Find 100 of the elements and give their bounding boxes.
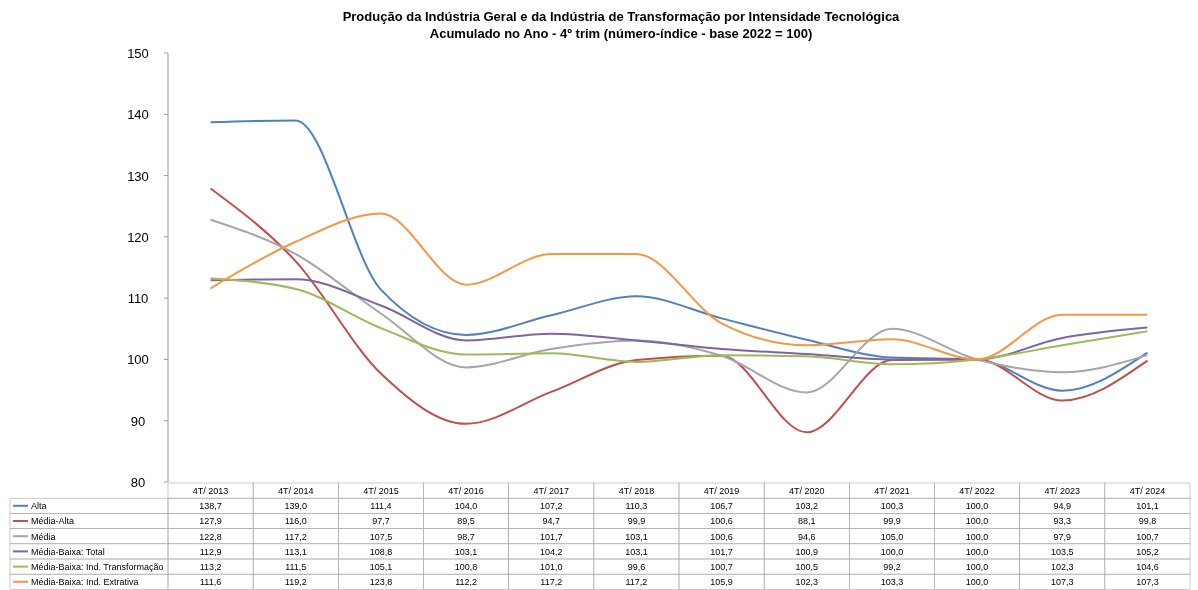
legend-label: Média-Baixa: Ind. Extrativa [31, 577, 139, 588]
data-label: 112,2 [455, 577, 478, 588]
legend-label: Média-Baixa: Total [31, 546, 105, 557]
data-label: 107,3 [1136, 577, 1159, 588]
legend-label: Média-Alta [31, 516, 75, 527]
data-label: 99,8 [1138, 516, 1157, 527]
y-tick-label: 90 [130, 413, 146, 429]
x-tick-label: 4T/ 2015 [363, 486, 399, 496]
data-label: 101,1 [1136, 501, 1159, 512]
data-label: 97,9 [1053, 531, 1072, 542]
data-label: 103,1 [625, 531, 648, 542]
data-label: 119,2 [284, 577, 307, 588]
legend-label: Média-Baixa: Ind. Transformação [31, 562, 164, 572]
data-label: 101,0 [539, 562, 563, 572]
data-label: 102,3 [795, 577, 819, 588]
data-label: 98,7 [457, 531, 475, 542]
data-label: 94,7 [542, 516, 561, 527]
y-tick-label: 80 [130, 475, 146, 490]
legend-label: Média [31, 531, 56, 542]
data-label: 100,7 [1136, 531, 1159, 542]
data-label: 100,0 [965, 577, 989, 588]
data-label: 117,2 [625, 577, 648, 588]
data-label: 104,0 [454, 501, 478, 512]
data-label: 111,4 [370, 501, 392, 512]
data-label: 117,2 [540, 577, 563, 588]
data-label: 110,3 [625, 501, 648, 512]
data-label: 122,8 [199, 531, 222, 542]
data-label: 101,7 [710, 546, 733, 557]
legend-label: Alta [31, 501, 47, 512]
data-label: 100,0 [965, 501, 989, 512]
data-label: 100,0 [965, 562, 989, 572]
data-label: 99,6 [627, 562, 646, 572]
data-label: 94,6 [797, 531, 816, 542]
line-series [209, 187, 1149, 434]
data-label: 107,3 [1050, 577, 1074, 588]
x-tick-label: 4T/ 2022 [959, 486, 995, 496]
chart-title: Produção da Indústria Geral e da Indústria de Transformação por Intensidade Tecnológica [342, 9, 901, 24]
data-label: 105,9 [710, 577, 733, 588]
data-label: 99,9 [627, 516, 646, 527]
x-tick-label: 4T/ 2017 [533, 486, 570, 496]
data-label: 100,0 [880, 546, 904, 557]
data-label: 108,8 [369, 546, 393, 557]
data-label: 100,7 [710, 562, 733, 572]
x-tick-label: 4T/ 2018 [618, 486, 655, 496]
y-tick-label: 140 [127, 107, 149, 123]
data-label: 88,1 [797, 516, 816, 527]
y-tick-label: 100 [127, 352, 149, 368]
data-label: 97,7 [372, 516, 390, 527]
data-label: 100,3 [880, 501, 904, 512]
data-label: 107,2 [539, 501, 563, 512]
data-label: 102,3 [1050, 562, 1074, 572]
data-label: 100,0 [965, 516, 989, 527]
data-label: 106,7 [710, 501, 733, 512]
data-label: 100,9 [795, 546, 819, 557]
data-label: 113,2 [199, 562, 222, 572]
data-label: 104,6 [1136, 562, 1159, 572]
data-label: 111,6 [199, 577, 222, 588]
x-tick-label: 4T/ 2020 [788, 486, 825, 496]
data-label: 139,0 [284, 501, 308, 512]
data-label: 103,1 [625, 546, 648, 557]
data-label: 100,6 [710, 516, 733, 527]
data-label: 100,8 [454, 562, 478, 572]
data-label: 94,9 [1053, 501, 1072, 512]
y-tick-label: 120 [127, 229, 149, 245]
data-label: 105,2 [1136, 546, 1159, 557]
data-label: 104,2 [539, 546, 563, 557]
data-label: 99,2 [883, 562, 901, 572]
line-series [209, 218, 1149, 394]
data-label: 107,5 [369, 531, 393, 542]
x-tick-label: 4T/ 2024 [1129, 486, 1166, 496]
data-label: 116,0 [284, 516, 307, 527]
y-tick-label: 130 [127, 168, 149, 184]
x-tick-label: 4T/ 2023 [1044, 486, 1081, 496]
x-tick-label: 4T/ 2016 [448, 486, 484, 496]
data-label: 111,5 [285, 562, 307, 572]
data-label: 89,5 [457, 516, 475, 527]
chart-subtitle: Acumulado no Ano - 4º trim (número-índice - base 2022 = 100) [429, 26, 813, 41]
data-label: 103,2 [795, 501, 819, 512]
data-label: 117,2 [284, 531, 307, 542]
data-label: 100,0 [965, 531, 989, 542]
data-label: 101,7 [539, 531, 563, 542]
data-label: 127,9 [199, 516, 222, 527]
data-label: 99,9 [883, 516, 901, 527]
x-tick-label: 4T/ 2014 [277, 486, 314, 496]
data-label: 103,1 [454, 546, 478, 557]
x-tick-label: 4T/ 2019 [703, 486, 740, 496]
data-label: 93,3 [1053, 516, 1072, 527]
data-label: 112,9 [199, 546, 222, 557]
data-label: 113,1 [284, 546, 307, 557]
x-tick-label: 4T/ 2013 [192, 486, 229, 496]
data-label: 105,0 [880, 531, 904, 542]
line-series [209, 212, 1149, 361]
data-label: 123,8 [369, 577, 393, 588]
y-tick-label: 110 [127, 291, 149, 307]
data-label: 103,5 [1050, 546, 1074, 557]
data-label: 100,5 [795, 562, 819, 572]
data-label: 138,7 [199, 501, 222, 512]
data-label: 103,3 [880, 577, 904, 588]
data-label: 100,0 [965, 546, 989, 557]
line-series [209, 119, 1149, 392]
